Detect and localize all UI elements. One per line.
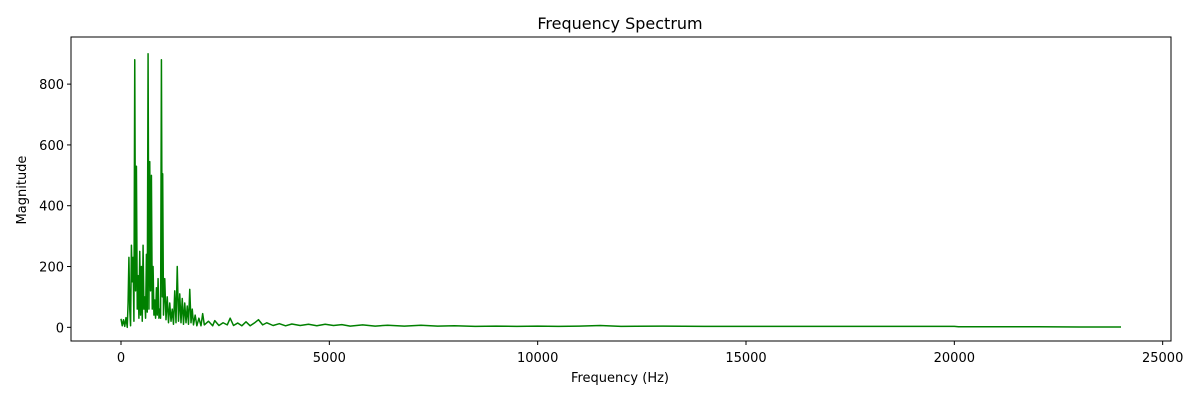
y-tick-label: 600 [39,139,64,154]
x-tick-label: 0 [117,351,125,366]
y-axis: 0 200 400 600 800 [39,78,71,336]
plot-area [71,37,1171,341]
series-line-0 [120,52,1121,329]
x-tick-label: 10000 [517,351,558,366]
x-axis: 0 5000 10000 15000 20000 25000 [117,341,1183,366]
x-tick-label: 5000 [313,351,346,366]
y-axis-label: Magnitude [15,156,30,225]
plot-frame [70,36,1172,342]
y-tick-label: 200 [39,261,64,276]
y-tick-label: 400 [39,200,64,215]
x-tick-label: 20000 [934,351,975,366]
chart-title: Frequency Spectrum [537,14,702,33]
spectrum-series [120,52,1121,329]
x-tick-label: 15000 [725,351,766,366]
y-tick-label: 800 [39,78,64,93]
x-tick-label: 25000 [1142,351,1183,366]
x-axis-label: Frequency (Hz) [571,371,669,386]
y-tick-label: 0 [56,321,64,336]
